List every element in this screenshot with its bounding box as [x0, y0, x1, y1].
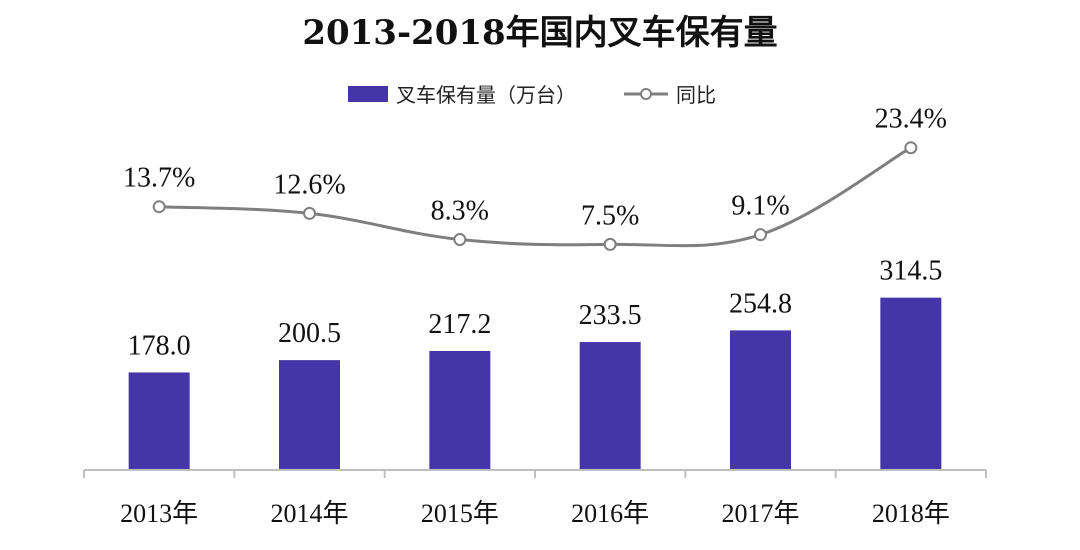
- bar-value-label-3: 233.5: [579, 300, 642, 331]
- bar-value-label-0: 178.0: [128, 330, 191, 361]
- line-point-4: [754, 228, 767, 242]
- bar-0: [128, 372, 190, 470]
- bar-3: [579, 342, 641, 470]
- line-value-label-0: 13.7%: [123, 163, 195, 194]
- line-point-5: [904, 141, 918, 155]
- line-path: [159, 146, 912, 248]
- chart-title: 2013-2018年国内叉车保有量: [302, 13, 777, 53]
- x-tick-label-2: 2015年: [421, 499, 499, 528]
- x-tick-label-5: 2018年: [872, 499, 950, 528]
- line-value-label-1: 12.6%: [273, 169, 345, 200]
- line-point-2: [453, 233, 467, 247]
- bar-4: [730, 330, 791, 470]
- line-point-1: [303, 206, 316, 220]
- x-tick-label-4: 2017年: [721, 499, 799, 528]
- line-value-label-4: 9.1%: [731, 191, 789, 222]
- bar-2: [429, 350, 491, 470]
- bar-value-label-4: 254.8: [729, 288, 792, 319]
- bar-value-labels: 178.0 200.5 217.2 233.5 254.8 314.5: [128, 256, 943, 362]
- bar-value-label-2: 217.2: [428, 309, 491, 340]
- x-tick-label-3: 2016年: [571, 499, 649, 528]
- line-value-label-2: 8.3%: [431, 196, 489, 227]
- bar-value-label-5: 314.5: [879, 256, 942, 287]
- line-series: [152, 141, 918, 251]
- bar-value-label-1: 200.5: [278, 318, 341, 349]
- legend: 叉车保有量（万台） 同比: [348, 83, 716, 107]
- x-tick-label-1: 2014年: [270, 499, 348, 528]
- line-value-labels: 13.7% 12.6% 8.3% 7.5% 9.1% 23.4%: [123, 104, 947, 232]
- x-axis: 2013年 2014年 2015年 2016年 2017年 2018年: [83, 469, 987, 528]
- line-point-3: [603, 237, 617, 251]
- legend-line-marker: [640, 88, 652, 100]
- bar-1: [279, 360, 340, 470]
- line-value-label-3: 7.5%: [581, 200, 639, 231]
- bar-5: [880, 297, 942, 470]
- legend-line-label: 同比: [676, 83, 716, 107]
- legend-bar-swatch: [348, 86, 388, 102]
- x-tick-label-0: 2013年: [120, 499, 198, 528]
- bar-series: [128, 297, 942, 470]
- line-value-label-5: 23.4%: [875, 104, 947, 135]
- legend-bar-label: 叉车保有量（万台）: [396, 83, 576, 107]
- line-point-0: [152, 200, 166, 214]
